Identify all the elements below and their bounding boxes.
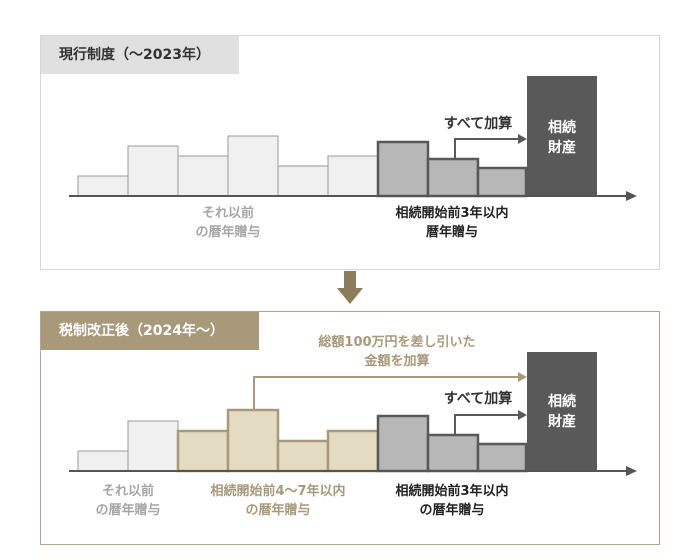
within3-label: 相続開始前3年以内: [395, 205, 508, 221]
within4to7-gift-bar: [326, 429, 380, 473]
within3-label: 相続開始前3年以内: [395, 483, 508, 499]
current-system-diagram: 相続 財産 すべて加算 それ以前 の暦年贈与 相続開始前3年以内 暦年贈与: [69, 76, 637, 240]
all-added-arrow: [454, 414, 519, 435]
estate-label: 財産: [547, 413, 576, 430]
axis-arrowhead: [626, 191, 637, 201]
within3-gift-bar: [476, 442, 528, 473]
all-added-arrowhead: [518, 134, 527, 144]
all-added-label: すべて加算: [444, 390, 512, 407]
within4to7-label: 相続開始前4〜7年以内: [210, 483, 345, 499]
deduction-arrowhead: [518, 372, 527, 382]
within4to7-gift-bar: [226, 408, 280, 473]
axis-arrowhead: [626, 466, 637, 476]
earlier-gift-bar: [327, 155, 379, 197]
current-system-tag: 現行制度（〜2023年）: [41, 36, 239, 74]
earlier-gift-label: それ以前: [102, 483, 154, 499]
revised-system-tag: 税制改正後（2024年〜）: [41, 312, 259, 350]
deduction-note: 金額を加算: [363, 353, 429, 369]
earlier-gift-bar: [277, 165, 329, 197]
revised-system-panel: 税制改正後（2024年〜） 総額100万円を差し引いた 金額を加算 相続 財産 …: [40, 311, 660, 545]
estate-label: 財産: [547, 139, 576, 156]
within4to7-label: の暦年贈与: [245, 502, 310, 518]
all-added-label: すべて加算: [444, 115, 512, 132]
estate-block: [527, 76, 597, 197]
earlier-gift-label: の暦年贈与: [195, 224, 260, 240]
earlier-gift-bar: [127, 420, 179, 472]
estate-block: [527, 352, 597, 472]
within3-gift-bar: [426, 433, 480, 473]
within3-gift-bar: [376, 414, 430, 473]
deduction-arrow: [253, 376, 519, 410]
earlier-gift-label: の暦年贈与: [95, 502, 160, 518]
estate-label: 相続: [548, 119, 576, 136]
within4to7-gift-bar: [176, 429, 230, 473]
within3-gift-bar: [476, 166, 528, 198]
earlier-gift-label: それ以前: [202, 205, 254, 221]
earlier-gift-bar: [77, 175, 129, 197]
within3-gift-bar: [426, 157, 480, 198]
earlier-gift-bar: [227, 135, 279, 197]
revised-system-diagram: 総額100万円を差し引いた 金額を加算 相続 財産 すべて加算 それ以前 の暦年…: [69, 334, 637, 518]
earlier-gift-bar: [127, 145, 179, 197]
within3-label: の暦年贈与: [419, 502, 484, 518]
within4to7-gift-bar: [276, 439, 330, 473]
within3-gift-bar: [376, 140, 430, 198]
current-system-panel: 現行制度（〜2023年） 相続 財産 すべて加算 それ以前 の暦年贈与 相続開始…: [40, 35, 660, 270]
all-added-arrowhead: [518, 410, 527, 420]
all-added-arrow: [454, 138, 519, 159]
deduction-note: 総額100万円を差し引いた: [318, 334, 475, 350]
within3-label: 暦年贈与: [426, 224, 478, 240]
earlier-gift-bar: [177, 155, 229, 197]
estate-label: 相続: [548, 393, 576, 410]
transition-down-arrow: [337, 271, 363, 304]
earlier-gift-bar: [77, 450, 129, 472]
